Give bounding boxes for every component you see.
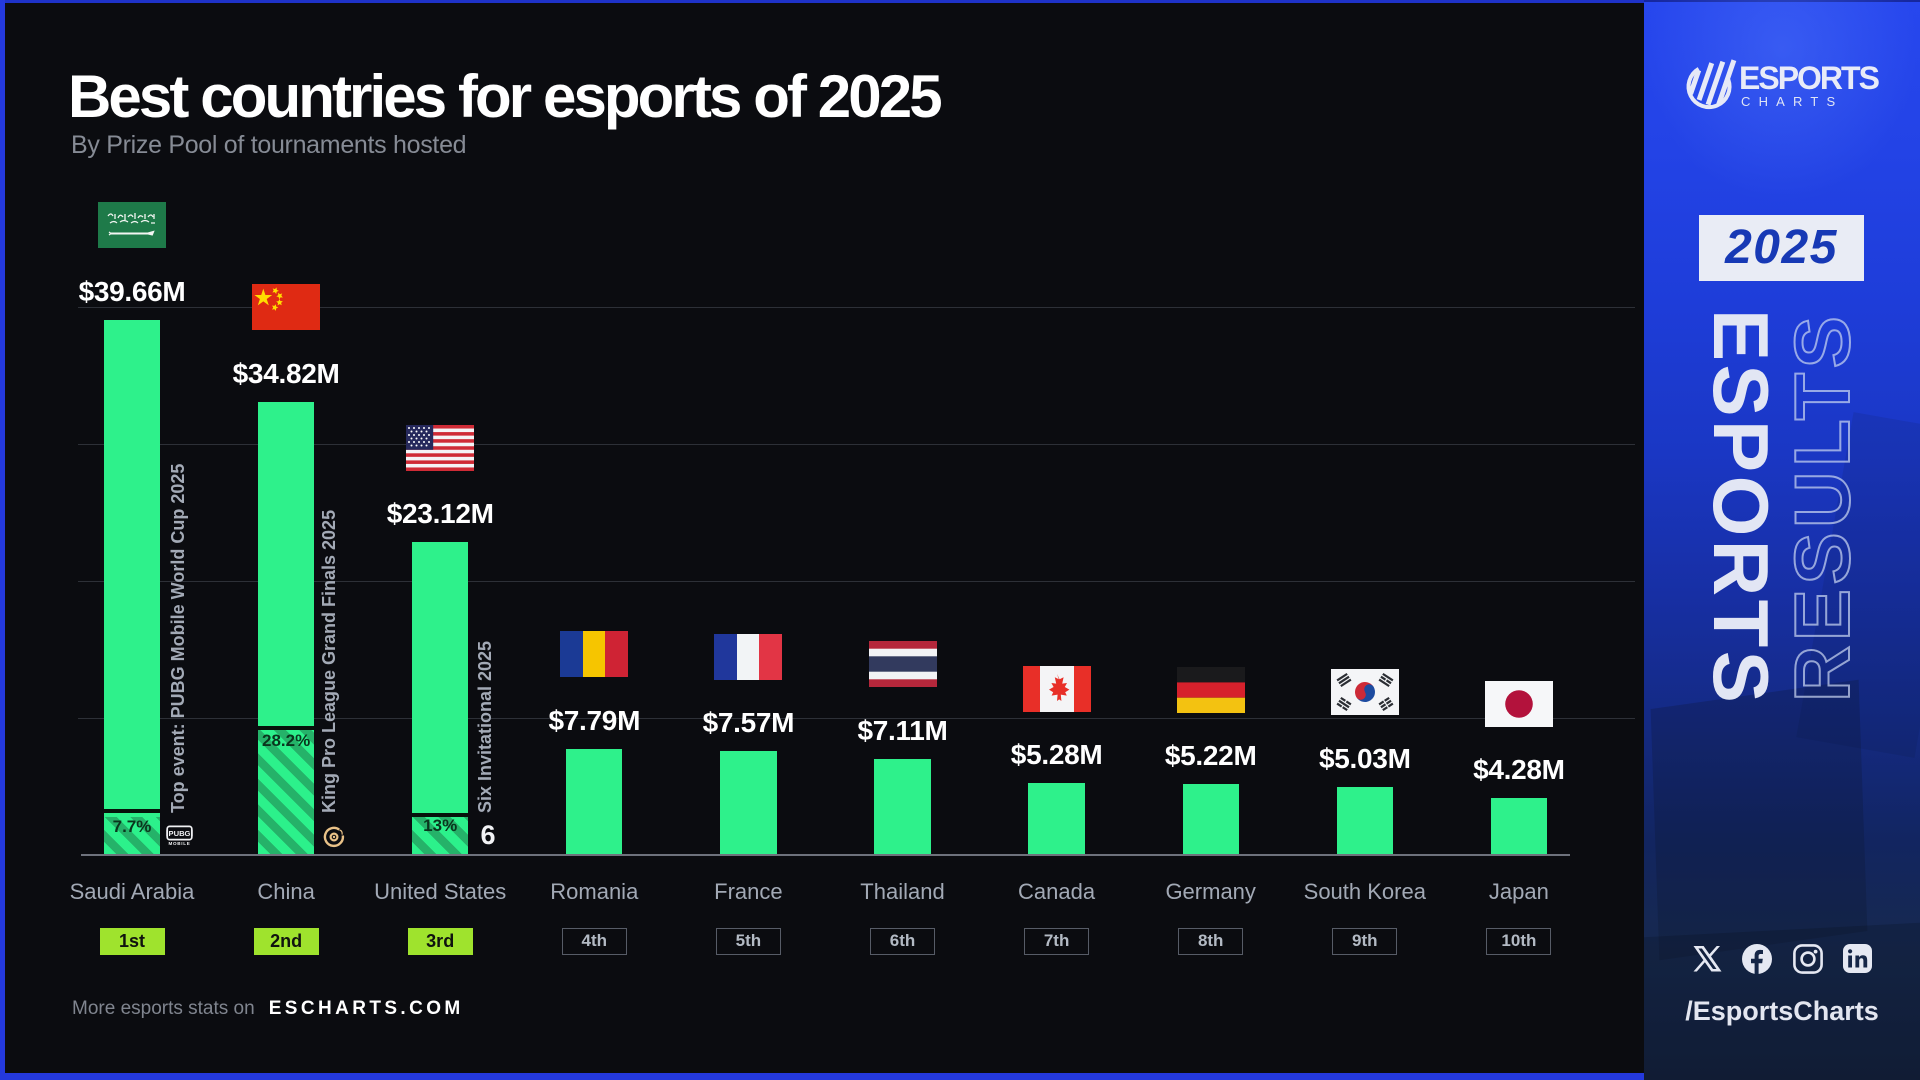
svg-text:MOBILE: MOBILE (168, 841, 190, 846)
svg-text:6: 6 (480, 822, 495, 847)
svg-text:PUBG: PUBG (169, 829, 191, 838)
